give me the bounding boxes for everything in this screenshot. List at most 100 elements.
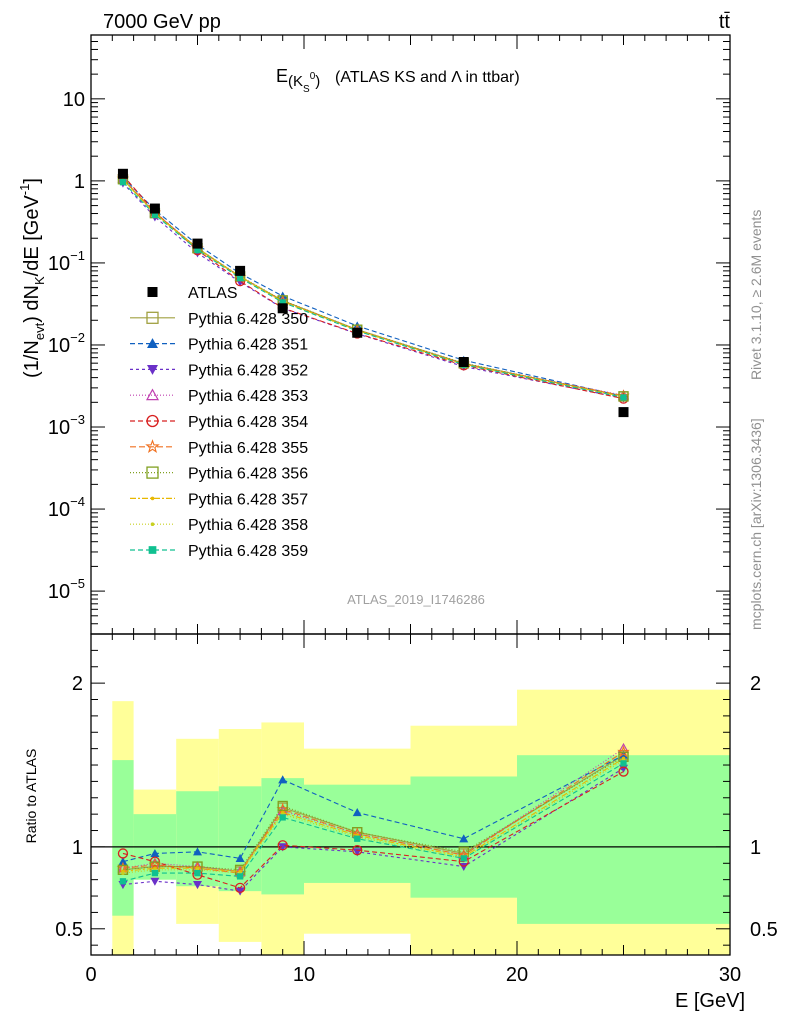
ratio-series-1-point-5 bbox=[352, 808, 362, 817]
legend-label-atlas: ATLAS bbox=[188, 285, 238, 302]
legend-label-4: Pythia 6.428 354 bbox=[188, 414, 308, 431]
ratio-series-2-point-1 bbox=[150, 877, 160, 886]
ratio-y-axis-label: Ratio to ATLAS bbox=[23, 749, 39, 844]
legend-marker-atlas bbox=[147, 287, 158, 297]
tick-labels: 0 10 20 30 10 1 10−1 10−2 10−3 10−4 10−5 0.5 0.5 1 1 2 2 bbox=[48, 89, 778, 986]
legend-marker-6 bbox=[146, 466, 159, 479]
x-tick-label-3: 30 bbox=[719, 964, 741, 986]
legend-label-0: Pythia 6.428 350 bbox=[188, 311, 308, 328]
ratio-series-line-2 bbox=[122, 767, 624, 892]
main-series-line-6 bbox=[122, 178, 624, 398]
legend-marker-9 bbox=[148, 546, 157, 554]
main-series-9-point-7 bbox=[620, 394, 627, 401]
ratio-series-2-point-2 bbox=[193, 880, 202, 890]
main-series-9-point-4 bbox=[279, 299, 286, 306]
legend-marker-2 bbox=[147, 365, 158, 375]
x-tick-label-1: 10 bbox=[293, 964, 315, 986]
ratio-series-5-point-7 bbox=[617, 745, 630, 758]
atlas-point-5 bbox=[352, 327, 363, 338]
ratio-series-6-point-4 bbox=[277, 800, 288, 812]
main-y-tick-label-5: 10−4 bbox=[48, 494, 85, 521]
ratio-series-group bbox=[116, 742, 630, 896]
atlas-point-7 bbox=[618, 407, 629, 418]
ratio-series-1-point-7 bbox=[619, 750, 628, 759]
main-series-line-2 bbox=[122, 182, 624, 399]
ratio-series-2-point-3 bbox=[235, 887, 245, 896]
ratio-series-1-point-1 bbox=[150, 848, 160, 858]
ratio-series-2-point-6 bbox=[459, 862, 469, 872]
svg-text:Ratio to ATLAS: Ratio to ATLAS bbox=[23, 749, 39, 844]
main-series-9-point-2 bbox=[194, 246, 201, 253]
atlas-point-3 bbox=[235, 265, 246, 276]
ratio-series-1-point-4 bbox=[278, 775, 288, 784]
svg-text:mcplots.cern.ch [arXiv:1306.34: mcplots.cern.ch [arXiv:1306.3436] bbox=[748, 418, 764, 630]
ratio-series-line-1 bbox=[122, 754, 624, 863]
legend-marker-8 bbox=[150, 522, 155, 526]
legend-marker-3 bbox=[145, 388, 160, 401]
atlas-point-4 bbox=[277, 303, 288, 314]
ratio-series-line-7 bbox=[122, 758, 624, 873]
rivet-label: Rivet 3.1.10, ≥ 2.6M events bbox=[748, 210, 764, 380]
svg-text:Rivet 3.1.10, ≥ 2.6M events: Rivet 3.1.10, ≥ 2.6M events bbox=[748, 210, 764, 380]
legend-marker-1 bbox=[147, 338, 158, 348]
atlas-point-6 bbox=[458, 357, 469, 368]
main-y-tick-label-3: 10−2 bbox=[48, 330, 85, 357]
main-frame bbox=[90, 34, 731, 635]
legend-label-7: Pythia 6.428 357 bbox=[188, 491, 308, 508]
main-series-line-5 bbox=[122, 178, 624, 397]
ratio-series-9-point-2 bbox=[194, 869, 201, 877]
main-series-line-1 bbox=[122, 176, 624, 397]
ratio-series-line-9 bbox=[122, 762, 624, 882]
legend-label-9: Pythia 6.428 359 bbox=[188, 543, 308, 560]
x-tick-label-2: 20 bbox=[506, 964, 528, 986]
axis-ticks bbox=[90, 34, 731, 955]
energy-label: 7000 GeV pp bbox=[103, 11, 221, 33]
main-series-9-point-0 bbox=[119, 179, 127, 186]
ratio-series-9-point-7 bbox=[620, 760, 627, 767]
ratio-y-tick-label-left-2: 2 bbox=[72, 673, 83, 695]
atlas-point-2 bbox=[192, 238, 203, 249]
ratio-series-line-6 bbox=[122, 756, 624, 871]
process-label: tt̄ bbox=[719, 11, 731, 33]
x-tick-label-0: 0 bbox=[85, 964, 96, 986]
ratio-series-4-point-5 bbox=[352, 845, 363, 856]
main-y-tick-label-0: 10 bbox=[63, 89, 85, 111]
atlas-point-0 bbox=[117, 168, 128, 179]
main-y-axis-label: (1/Nevt) dNK/dE [GeV-1] bbox=[17, 178, 47, 378]
ratio-uncertainty-bands bbox=[91, 689, 730, 955]
legend-label-1: Pythia 6.428 351 bbox=[188, 337, 308, 354]
atlas-point-1 bbox=[149, 203, 160, 214]
legend-label-3: Pythia 6.428 353 bbox=[188, 388, 308, 405]
ratio-series-line-8 bbox=[122, 759, 624, 874]
ratio-series-9-point-0 bbox=[119, 878, 127, 885]
ratio-series-1-point-2 bbox=[193, 847, 202, 856]
atlas-data-points bbox=[117, 168, 629, 418]
legend-marker-5 bbox=[145, 439, 160, 454]
main-series-9-point-3 bbox=[236, 274, 244, 282]
legend-label-5: Pythia 6.428 355 bbox=[188, 440, 308, 457]
ratio-y-tick-label-right-0: 0.5 bbox=[750, 919, 778, 941]
legend-marker-4 bbox=[146, 414, 159, 428]
ratio-y-tick-label-right-2: 2 bbox=[750, 673, 761, 695]
ratio-series-4-point-0 bbox=[117, 848, 129, 859]
ratio-y-tick-label-left-1: 1 bbox=[72, 837, 83, 859]
svg-text:(1/Nevt) dNK/dE [GeV-1]: (1/Nevt) dNK/dE [GeV-1] bbox=[17, 178, 47, 378]
ratio-series-1-point-0 bbox=[118, 857, 128, 866]
ratio-y-tick-label-left-0: 0.5 bbox=[55, 919, 83, 941]
ratio-series-2-point-7 bbox=[619, 764, 628, 773]
legend-marker-0 bbox=[146, 311, 159, 324]
legend-label-8: Pythia 6.428 358 bbox=[188, 517, 308, 534]
main-series-9-point-1 bbox=[151, 211, 159, 218]
main-y-tick-label-6: 10−5 bbox=[48, 576, 85, 603]
ratio-series-9-point-1 bbox=[151, 869, 159, 877]
legend: ATLAS Pythia 6.428 350 Pythia 6.428 351 Pyt… bbox=[130, 285, 308, 560]
ratio-series-9-point-5 bbox=[354, 835, 361, 842]
ratio-series-9-point-4 bbox=[279, 814, 286, 821]
analysis-label: ATLAS_2019_I1746286 bbox=[347, 592, 485, 607]
legend-marker-7 bbox=[150, 496, 155, 501]
legend-label-2: Pythia 6.428 352 bbox=[188, 362, 308, 379]
ratio-series-9-point-6 bbox=[460, 855, 467, 862]
main-series-line-8 bbox=[122, 179, 624, 398]
plot-title-rest: (ATLAS KS and Λ in ttbar) bbox=[335, 69, 520, 86]
